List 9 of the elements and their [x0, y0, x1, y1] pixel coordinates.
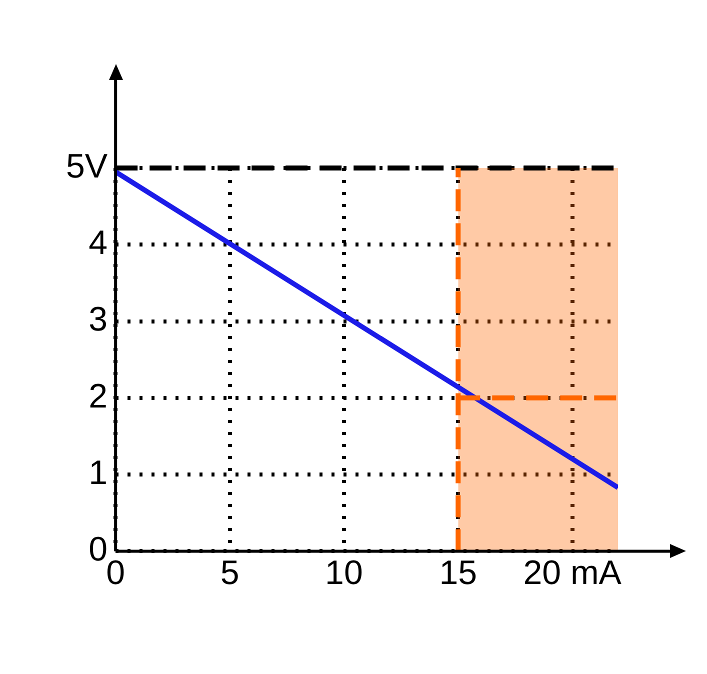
y-tick-label: 5V [66, 147, 108, 186]
y-tick-label: 4 [88, 224, 108, 262]
x-tick-label: 20 mA [523, 554, 622, 592]
y-tick-label: 1 [88, 454, 108, 492]
x-tick-label: 5 [220, 554, 240, 592]
x-tick-label: 10 [325, 554, 363, 592]
y-tick-label: 3 [88, 300, 108, 339]
y-tick-label: 2 [88, 377, 108, 416]
x-tick-label: 15 [439, 554, 478, 592]
